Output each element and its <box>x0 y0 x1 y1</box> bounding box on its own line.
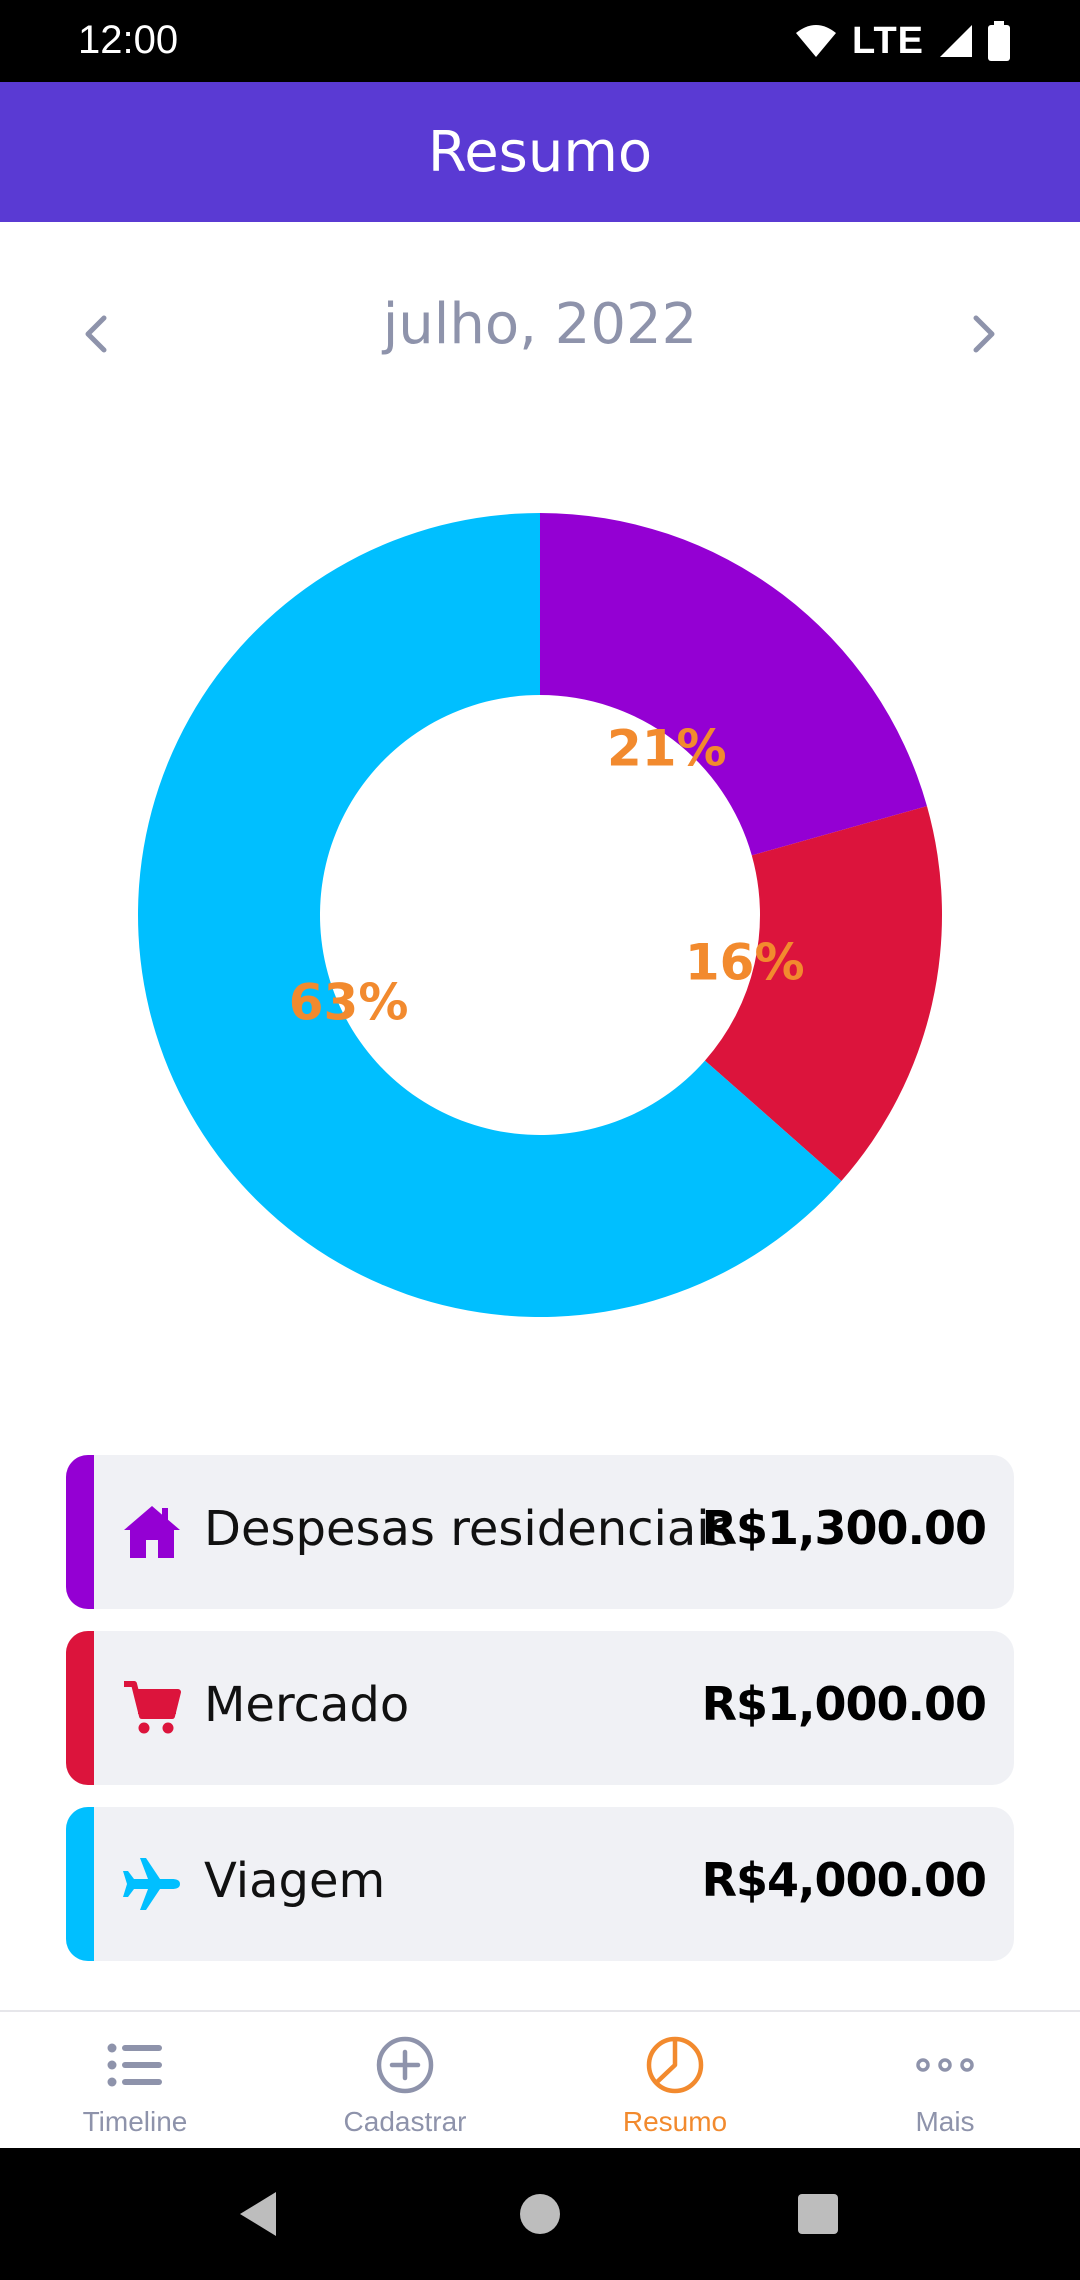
network-type: LTE <box>852 19 924 62</box>
category-name: Viagem <box>204 1853 386 1909</box>
previous-month-button[interactable] <box>66 304 126 364</box>
signal-icon <box>940 25 972 57</box>
tab-timeline[interactable]: Timeline <box>0 2012 270 2148</box>
system-navigation-bar <box>0 2148 1080 2280</box>
pie-chart-icon <box>646 2036 704 2094</box>
category-color-strip <box>66 1455 94 1609</box>
tab-label: Cadastrar <box>343 2106 467 2137</box>
next-month-button[interactable] <box>954 304 1014 364</box>
donut-percent-label: 21% <box>607 720 727 778</box>
house-icon <box>124 1506 180 1558</box>
category-amount: R$1,300.00 <box>701 1501 987 1555</box>
wifi-icon <box>796 25 837 57</box>
category-amount: R$4,000.00 <box>701 1853 987 1907</box>
category-list: Despesas residenciais R$1,300.00 Mercado… <box>66 1455 1014 1983</box>
category-card-viagem[interactable]: Viagem R$4,000.00 <box>66 1807 1014 1961</box>
status-time: 12:00 <box>78 18 179 62</box>
month-selector: julho, 2022 <box>0 282 1080 372</box>
donut-slice-mercado <box>704 806 942 1181</box>
add-circle-icon <box>376 2036 434 2094</box>
airplane-icon <box>123 1858 180 1910</box>
donut-percent-label: 16% <box>685 934 805 992</box>
back-icon[interactable] <box>232 2186 288 2242</box>
cart-icon <box>124 1681 181 1734</box>
tab-label: Resumo <box>622 2106 728 2137</box>
category-card-despesas-residenciais[interactable]: Despesas residenciais R$1,300.00 <box>66 1455 1014 1609</box>
tab-mais[interactable]: Mais <box>810 2012 1080 2148</box>
donut-chart: 21% 16% 63% <box>135 510 945 1320</box>
tab-cadastrar[interactable]: Cadastrar <box>270 2012 540 2148</box>
category-color-strip <box>66 1807 94 1961</box>
category-amount: R$1,000.00 <box>701 1677 987 1731</box>
donut-percent-label: 63% <box>289 973 409 1031</box>
more-dots-icon <box>916 2058 974 2072</box>
donut-chart-svg: 21% 16% 63% <box>137 513 942 1317</box>
category-name: Despesas residenciais <box>204 1501 735 1557</box>
status-bar: 12:00 LTE <box>0 0 1080 82</box>
tab-label: Timeline <box>82 2106 188 2137</box>
tab-resumo[interactable]: Resumo <box>540 2012 810 2148</box>
category-name: Mercado <box>204 1677 410 1733</box>
donut-slice-viagem <box>137 513 842 1317</box>
list-icon <box>107 2043 162 2087</box>
battery-icon <box>988 21 1010 61</box>
page-title: Resumo <box>427 119 653 185</box>
month-label: julho, 2022 <box>382 292 698 357</box>
status-icons: LTE <box>794 18 1010 64</box>
category-card-mercado[interactable]: Mercado R$1,000.00 <box>66 1631 1014 1785</box>
app-bar: Resumo <box>0 82 1080 222</box>
home-icon[interactable] <box>512 2186 568 2242</box>
recents-icon[interactable] <box>790 2186 846 2242</box>
category-color-strip <box>66 1631 94 1785</box>
donut-slice-despesas-residenciais <box>540 513 927 856</box>
tab-label: Mais <box>915 2106 975 2137</box>
bottom-navigation: Timeline Cadastrar Resumo Mais <box>0 2010 1080 2148</box>
